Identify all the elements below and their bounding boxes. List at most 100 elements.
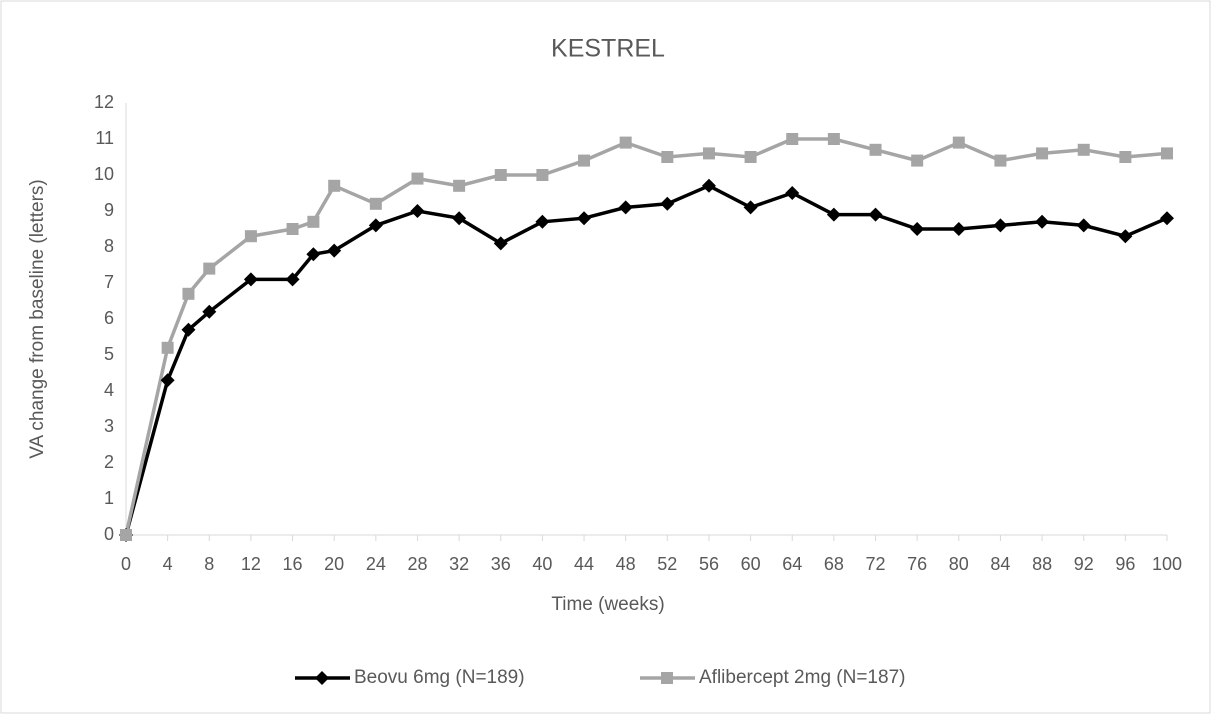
x-tick-label: 28	[407, 554, 427, 574]
data-point	[701, 178, 716, 193]
x-tick-label: 12	[241, 554, 261, 574]
series-line	[124, 183, 1168, 536]
data-point	[786, 133, 799, 145]
y-tick-label: 7	[104, 272, 114, 292]
y-tick-label: 2	[104, 452, 114, 472]
y-tick-label: 0	[104, 524, 114, 544]
legend-label: Aflibercept 2mg (N=187)	[699, 667, 905, 688]
y-tick-label: 6	[104, 308, 114, 328]
data-point	[535, 214, 550, 229]
x-tick-label: 0	[121, 554, 131, 574]
data-point	[328, 179, 341, 192]
data-point	[1035, 214, 1050, 229]
data-point	[619, 136, 632, 149]
data-point	[410, 204, 425, 218]
data-point	[660, 196, 675, 211]
data-point	[618, 200, 633, 215]
x-tick-label: 24	[366, 554, 386, 574]
y-tick-label: 3	[104, 416, 114, 436]
data-point	[306, 247, 321, 262]
x-tick-label: 8	[204, 554, 214, 574]
data-point	[452, 211, 467, 226]
data-point	[911, 154, 924, 167]
x-tick-label: 96	[1115, 554, 1135, 574]
x-tick-label: 64	[782, 554, 802, 574]
data-point	[702, 147, 715, 160]
x-tick-label: 100	[1152, 554, 1182, 574]
data-point	[285, 272, 300, 287]
x-tick-label: 40	[532, 554, 552, 574]
data-point	[744, 151, 757, 163]
data-point	[307, 215, 320, 228]
data-point	[1118, 229, 1133, 244]
data-point	[1160, 211, 1174, 226]
data-point	[369, 197, 382, 210]
chart-title: KESTREL	[551, 35, 665, 63]
x-tick-label: 76	[907, 554, 927, 574]
y-tick-label: 11	[95, 128, 114, 148]
data-point	[910, 222, 925, 236]
x-tick-label: 20	[324, 554, 344, 574]
data-point	[1036, 147, 1049, 160]
data-point	[161, 341, 174, 354]
data-point	[827, 133, 840, 145]
data-point	[578, 154, 591, 167]
x-tick-label: 4	[163, 554, 173, 574]
data-point	[869, 143, 882, 156]
x-tick-label: 52	[657, 554, 677, 574]
x-tick-label: 16	[283, 554, 303, 574]
data-point	[993, 218, 1008, 233]
x-tick-label: 72	[866, 554, 886, 574]
x-tick-label: 48	[616, 554, 636, 574]
data-point	[286, 223, 299, 235]
legend-marker	[315, 671, 329, 685]
data-point	[536, 169, 549, 181]
data-point	[411, 172, 424, 185]
data-point	[244, 230, 257, 243]
data-point	[368, 218, 383, 233]
x-tick-label: 44	[574, 554, 594, 574]
y-tick-label: 4	[104, 380, 114, 400]
data-point	[160, 373, 175, 388]
data-point	[1076, 218, 1091, 233]
x-tick-label: 32	[449, 554, 469, 574]
data-point	[181, 322, 196, 337]
x-tick-label: 84	[990, 554, 1010, 574]
data-point	[243, 272, 258, 287]
data-point	[120, 529, 132, 541]
y-tick-label: 12	[94, 92, 114, 112]
y-axis-label: VA change from baseline (letters)	[27, 179, 48, 459]
y-tick-label: 8	[104, 236, 114, 256]
y-tick-label: 9	[104, 200, 114, 220]
data-point	[453, 179, 466, 192]
x-tick-label: 80	[949, 554, 969, 574]
data-point	[661, 151, 674, 163]
data-point	[494, 169, 507, 181]
y-tick-label: 5	[104, 344, 114, 364]
data-point	[182, 287, 195, 300]
data-point	[868, 207, 883, 222]
x-tick-label: 68	[824, 554, 844, 574]
data-point	[743, 200, 758, 215]
x-tick-label: 60	[741, 554, 761, 574]
data-point	[826, 207, 841, 222]
data-point	[577, 211, 592, 226]
data-point	[951, 222, 966, 236]
data-point	[1161, 147, 1173, 160]
y-tick-label: 1	[104, 488, 114, 508]
data-point	[1119, 151, 1132, 163]
x-tick-label: 36	[491, 554, 511, 574]
data-point	[327, 243, 342, 258]
data-point	[493, 236, 508, 251]
data-point	[1077, 143, 1090, 156]
legend-marker	[661, 672, 673, 684]
legend-label: Beovu 6mg (N=189)	[354, 667, 525, 688]
x-tick-label: 88	[1032, 554, 1052, 574]
series-line	[124, 137, 1168, 536]
data-point	[952, 136, 965, 149]
data-point	[203, 262, 216, 275]
x-axis-label: Time (weeks)	[551, 594, 664, 615]
data-point	[994, 154, 1007, 167]
